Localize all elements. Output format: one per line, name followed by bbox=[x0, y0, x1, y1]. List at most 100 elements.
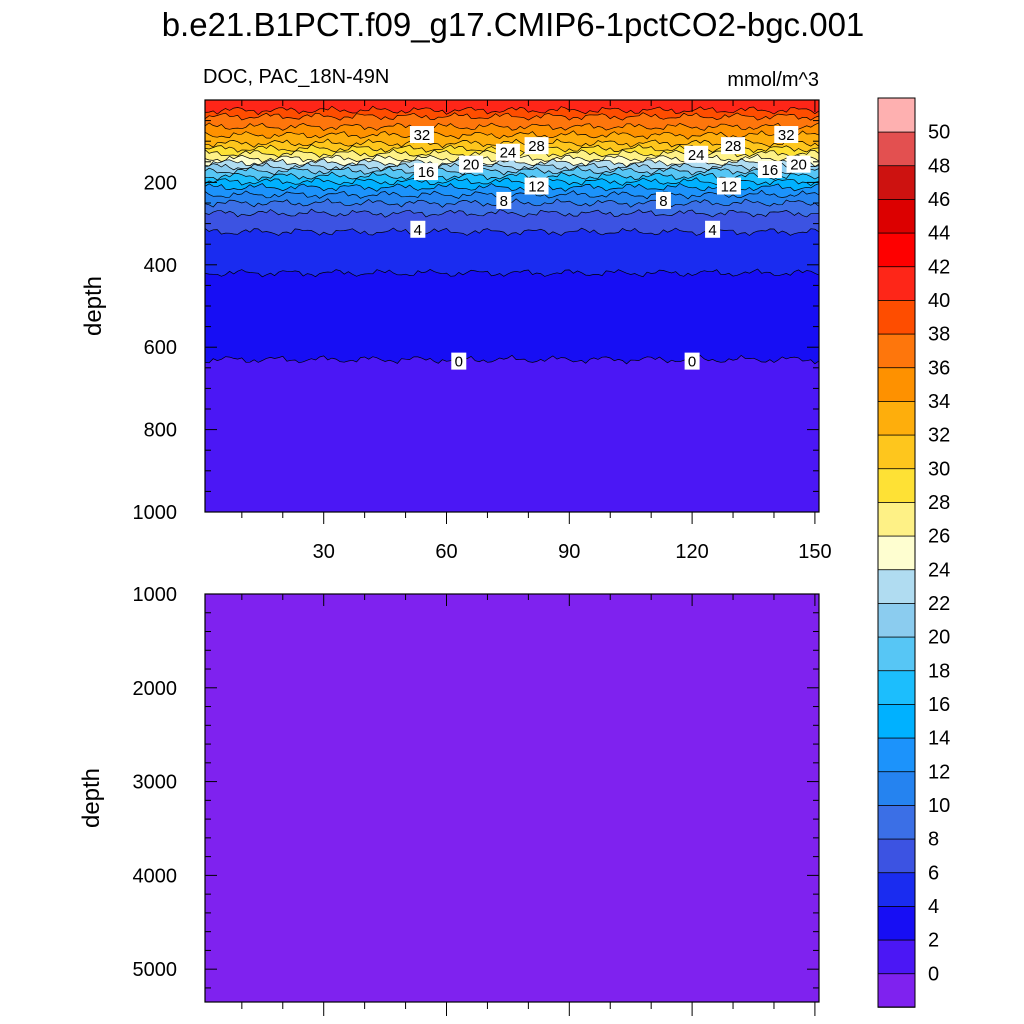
contour-line bbox=[205, 177, 819, 187]
contour-label-text: 20 bbox=[463, 157, 480, 174]
contour-label-text: 24 bbox=[500, 145, 517, 162]
contour-label: 20 bbox=[786, 155, 811, 174]
contour-label-text: 4 bbox=[708, 222, 716, 239]
colorbar-label: 26 bbox=[928, 526, 950, 548]
contour-line bbox=[205, 105, 819, 116]
contour-line bbox=[205, 198, 819, 208]
colorbar-swatch bbox=[877, 164, 916, 200]
contour-label: 4 bbox=[410, 220, 426, 239]
y-tick-label: 200 bbox=[144, 172, 177, 194]
colorbar-swatch bbox=[877, 804, 916, 840]
x-tick-label: 30 bbox=[313, 541, 335, 563]
colorbar-label: 28 bbox=[928, 492, 950, 514]
colorbar-swatch bbox=[877, 871, 916, 907]
colorbar-label: 2 bbox=[928, 930, 939, 952]
colorbar-swatch bbox=[877, 333, 916, 369]
colorbar-label: 46 bbox=[928, 189, 950, 211]
contour-label: 24 bbox=[495, 143, 520, 162]
colorbar-swatch bbox=[877, 636, 916, 672]
contour-band bbox=[205, 355, 819, 512]
contour-label: 28 bbox=[524, 137, 549, 155]
colorbar-swatch bbox=[877, 568, 916, 604]
y-tick-label: 1000 bbox=[133, 502, 178, 524]
y-tick-label: 4000 bbox=[133, 865, 178, 887]
colorbar-label: 22 bbox=[928, 593, 950, 615]
upper-contour-fill bbox=[205, 100, 819, 512]
colorbar-swatch bbox=[877, 501, 916, 537]
colorbar-label: 4 bbox=[928, 896, 939, 918]
contour-line bbox=[205, 166, 819, 176]
contour-label-text: 16 bbox=[418, 164, 435, 181]
contour-label: 16 bbox=[757, 161, 782, 179]
contour-line bbox=[205, 268, 819, 278]
contour-label: 4 bbox=[705, 220, 721, 239]
colorbar-swatch bbox=[877, 400, 916, 436]
contour-line bbox=[205, 189, 819, 200]
colorbar-label: 48 bbox=[928, 155, 950, 177]
colorbar-label: 40 bbox=[928, 290, 950, 312]
contour-line bbox=[205, 354, 819, 365]
colorbar: 0246810121416182022242628303234363840424… bbox=[877, 97, 950, 1008]
colorbar-swatch bbox=[877, 366, 916, 402]
contour-label-text: 20 bbox=[790, 157, 807, 174]
colorbar-label: 12 bbox=[928, 761, 950, 783]
colorbar-swatch bbox=[877, 198, 916, 234]
contour-label-text: 24 bbox=[688, 147, 705, 164]
colorbar-label: 36 bbox=[928, 357, 950, 379]
colorbar-label: 8 bbox=[928, 829, 939, 851]
colorbar-swatch bbox=[877, 703, 916, 739]
colorbar-swatch bbox=[877, 770, 916, 806]
colorbar-label: 38 bbox=[928, 324, 950, 346]
y-tick-label: 1000 bbox=[133, 584, 178, 606]
contour-label-text: 28 bbox=[725, 138, 742, 155]
colorbar-label: 42 bbox=[928, 256, 950, 278]
lower-axis-ticks: 1000 2000 3000 4000 5000 bbox=[133, 584, 819, 1016]
contour-label-text: 8 bbox=[500, 193, 508, 210]
figure-title: b.e21.B1PCT.f09_g17.CMIP6-1pctCO2-bgc.00… bbox=[162, 6, 865, 43]
x-tick-label: 60 bbox=[435, 541, 457, 563]
x-tick-label: 150 bbox=[798, 541, 831, 563]
colorbar-swatch bbox=[877, 265, 916, 301]
contour-label: 12 bbox=[716, 177, 741, 196]
contour-label: 28 bbox=[721, 137, 746, 155]
colorbar-label: 24 bbox=[928, 559, 950, 581]
lower-contour-fill bbox=[204, 593, 820, 1003]
colorbar-label: 44 bbox=[928, 223, 950, 245]
y-tick-label: 5000 bbox=[133, 959, 178, 981]
contour-label: 24 bbox=[684, 145, 709, 164]
colorbar-swatch bbox=[877, 535, 916, 571]
colorbar-swatch bbox=[877, 97, 916, 133]
colorbar-label: 10 bbox=[928, 795, 950, 817]
colorbar-swatch bbox=[877, 232, 916, 268]
colorbar-swatch bbox=[877, 737, 916, 773]
contour-line bbox=[205, 122, 819, 132]
y-tick-label: 2000 bbox=[133, 678, 178, 700]
colorbar-swatch bbox=[877, 939, 916, 975]
contour-label-text: 0 bbox=[688, 354, 696, 371]
colorbar-swatch bbox=[877, 669, 916, 705]
contour-label: 12 bbox=[524, 177, 549, 196]
contour-label-text: 32 bbox=[778, 127, 795, 144]
x-tick-label: 120 bbox=[675, 541, 708, 563]
contour-label: 0 bbox=[684, 352, 700, 371]
lower-y-axis-title: depth bbox=[78, 768, 105, 828]
contour-label: 20 bbox=[459, 155, 484, 174]
contour-line bbox=[205, 183, 819, 192]
units-label: mmol/m^3 bbox=[727, 69, 819, 91]
colorbar-label: 18 bbox=[928, 660, 950, 682]
contour-label-text: 12 bbox=[528, 179, 545, 196]
contour-label-text: 32 bbox=[414, 127, 431, 144]
contour-line bbox=[205, 208, 819, 218]
contour-label: 16 bbox=[414, 163, 439, 181]
colorbar-label: 14 bbox=[928, 728, 950, 750]
contour-line bbox=[205, 138, 819, 149]
y-tick-label: 800 bbox=[144, 420, 177, 442]
contour-line bbox=[205, 112, 819, 121]
variable-label: DOC, PAC_18N-49N bbox=[203, 66, 389, 88]
contour-label-text: 16 bbox=[762, 162, 779, 179]
colorbar-swatch bbox=[877, 467, 916, 503]
upper-contour-labels: 32 32 28 28 24 24 20 20 16 16 12 12 8 8 4 4 0 0 bbox=[409, 126, 811, 371]
colorbar-label: 0 bbox=[928, 963, 939, 985]
colorbar-label: 6 bbox=[928, 862, 939, 884]
